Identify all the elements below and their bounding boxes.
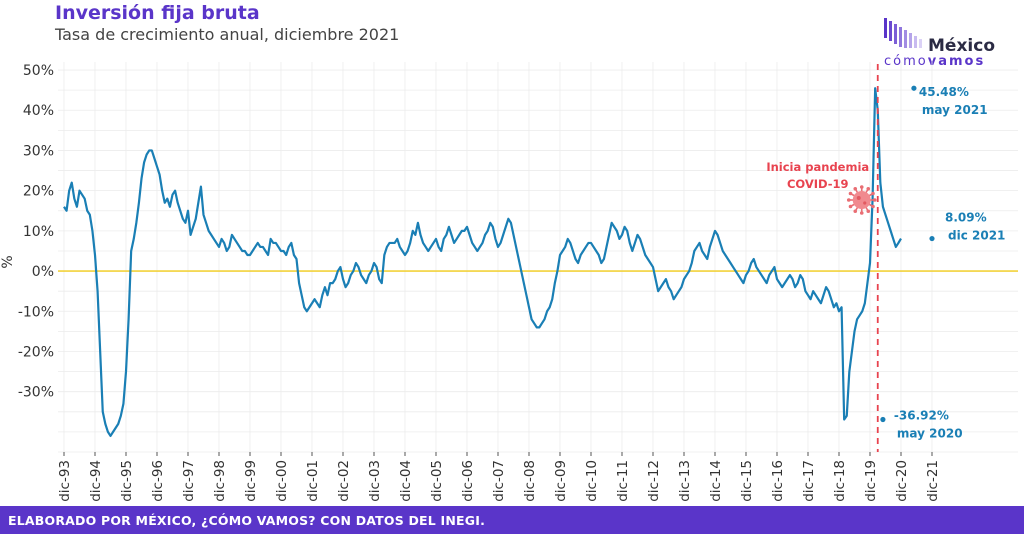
x-tick-label: dic-99	[243, 460, 259, 502]
x-tick-label: dic-13	[677, 460, 693, 502]
x-tick-label: dic-20	[894, 460, 910, 502]
virus-spike-tip	[848, 191, 853, 196]
x-tick-label: dic-16	[770, 460, 786, 502]
virus-spike-tip	[872, 198, 877, 202]
y-tick-label: 50%	[23, 63, 54, 79]
virus-spike-tip	[871, 204, 875, 209]
x-tick-label: dic-08	[522, 460, 538, 502]
x-tick-label: dic-21	[925, 460, 941, 502]
x-tick-label: dic-02	[336, 460, 352, 502]
x-tick-label: dic-96	[150, 460, 166, 502]
footer-bar: ELABORADO POR MÉXICO, ¿CÓMO VAMOS? CON D…	[0, 506, 1024, 534]
virus-spike-tip	[848, 204, 853, 209]
x-tick-label: dic-11	[615, 460, 631, 502]
annotation-date: may 2021	[922, 103, 988, 117]
virus-spike-tip	[866, 186, 871, 191]
footer-credit: ELABORADO POR MÉXICO, ¿CÓMO VAMOS? CON D…	[8, 513, 486, 528]
virus-spike-tip	[859, 211, 864, 215]
series-line	[63, 87, 902, 438]
x-tick-label: dic-14	[708, 460, 724, 502]
pandemic-event: Inicia pandemia COVID-19	[766, 64, 879, 452]
mexico-como-vamos-logo: México cómovamos	[880, 14, 1015, 70]
virus-body	[852, 191, 871, 209]
virus-spot	[863, 201, 867, 205]
virus-icon	[846, 185, 877, 215]
grid	[58, 62, 1018, 453]
pandemic-label: COVID-19	[787, 177, 849, 191]
x-tick-label: dic-93	[57, 460, 73, 502]
pandemic-label: Inicia pandemia	[766, 160, 869, 174]
virus-spike-tip	[871, 191, 875, 196]
logo-word: México	[928, 36, 995, 56]
logo-bars-icon	[884, 18, 922, 48]
y-tick-label: 20%	[23, 184, 54, 200]
x-axis-ticks: dic-93 dic-94 dic-95 dic-96 dic-97 dic-98 dic-…	[57, 452, 941, 502]
x-tick-label: dic-01	[305, 460, 321, 502]
annotations: 45.48% may 2021 8.09% dic 2021 -36.92% may 20…	[880, 85, 1005, 441]
annotation-date: may 2020	[897, 427, 963, 441]
x-tick-label: dic-98	[212, 460, 228, 502]
annotation-point	[880, 416, 886, 423]
logo-tagline-bold: vamos	[927, 54, 986, 69]
x-tick-label: dic-17	[801, 460, 817, 502]
y-tick-label: -30%	[18, 385, 54, 401]
x-tick-label: dic-12	[646, 460, 662, 502]
logo-tagline-light: cómo	[884, 54, 928, 69]
x-tick-label: dic-97	[181, 460, 197, 502]
x-tick-label: dic-09	[553, 460, 569, 502]
virus-spot	[856, 196, 861, 200]
y-axis-label: %	[0, 255, 16, 268]
virus-spike-tip	[859, 185, 864, 189]
virus-spike-tip	[853, 186, 858, 191]
virus-spike-tip	[846, 198, 851, 202]
y-tick-label: -20%	[18, 344, 54, 360]
x-tick-label: dic-19	[863, 460, 879, 502]
x-tick-label: dic-15	[739, 460, 755, 502]
x-tick-label: dic-05	[429, 460, 445, 502]
logo-tagline: cómovamos	[884, 54, 985, 69]
y-tick-label: 40%	[23, 103, 54, 119]
x-tick-label: dic-07	[491, 460, 507, 502]
annotation-value: -36.92%	[894, 409, 949, 423]
virus-spike-tip	[866, 209, 871, 214]
x-tick-label: dic-06	[460, 460, 476, 502]
y-tick-label: -10%	[18, 304, 54, 320]
x-tick-label: dic-94	[88, 460, 104, 502]
y-tick-label: 30%	[23, 143, 54, 159]
annotation-value: 8.09%	[945, 211, 987, 225]
annotation-date: dic 2021	[948, 229, 1005, 243]
annotation-point	[929, 235, 935, 242]
y-tick-label: 0%	[32, 264, 54, 280]
x-tick-label: dic-18	[832, 460, 848, 502]
x-tick-label: dic-03	[367, 460, 383, 502]
x-tick-label: dic-04	[398, 460, 414, 502]
chart-title: Inversión fija bruta	[55, 2, 260, 24]
virus-spike-tip	[853, 209, 858, 214]
annotation-value: 45.48%	[919, 85, 969, 99]
x-tick-label: dic-10	[584, 460, 600, 502]
chart-subtitle: Tasa de crecimiento anual, diciembre 202…	[55, 25, 400, 44]
y-tick-label: 10%	[23, 224, 54, 240]
y-axis-ticks: -30% -20% -10% 0% 10% 20% 30% 40% 50%	[18, 63, 54, 401]
line-chart: -30%-20%-10%0%10%20%30%40%50% dic-93 dic-…	[0, 62, 1018, 502]
x-tick-label: dic-00	[274, 460, 290, 502]
annotation-point	[911, 85, 917, 91]
series	[58, 87, 1018, 438]
x-tick-label: dic-95	[119, 460, 135, 502]
